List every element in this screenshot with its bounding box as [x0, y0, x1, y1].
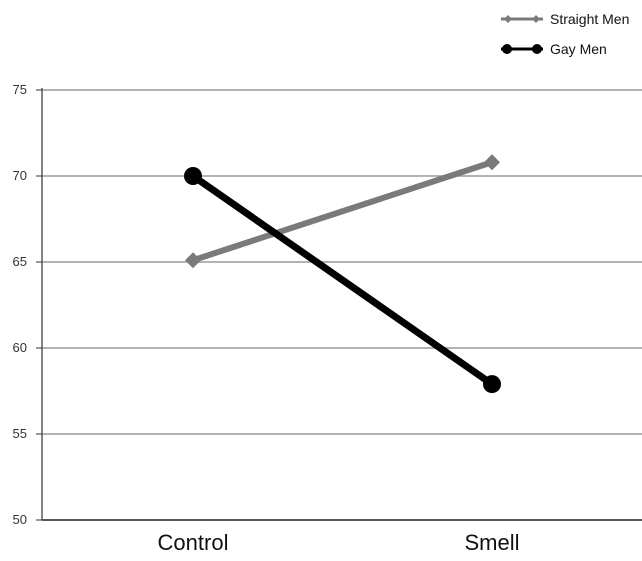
data-point — [484, 154, 500, 171]
y-tick-label: 60 — [13, 340, 27, 355]
data-point — [483, 375, 501, 394]
x-tick-label: Smell — [464, 530, 519, 555]
chart-legend: Straight Men Gay Men — [500, 4, 642, 64]
y-tick-label: 65 — [13, 254, 27, 269]
data-point — [185, 252, 201, 269]
legend-label: Straight Men — [550, 11, 630, 27]
y-tick-label: 55 — [13, 426, 27, 441]
y-tick-label: 70 — [13, 168, 27, 183]
series-line — [189, 172, 496, 388]
y-tick-label: 75 — [13, 82, 27, 97]
legend-item-gay-men: Gay Men — [500, 34, 642, 64]
y-tick-label: 50 — [13, 512, 27, 527]
circle-line-icon — [501, 44, 543, 54]
diamond-line-icon — [501, 15, 543, 23]
x-tick-label: Control — [158, 530, 229, 555]
legend-label: Gay Men — [550, 41, 607, 57]
legend-item-straight-men: Straight Men — [500, 4, 642, 34]
series-line — [190, 159, 495, 264]
data-point — [184, 167, 202, 185]
